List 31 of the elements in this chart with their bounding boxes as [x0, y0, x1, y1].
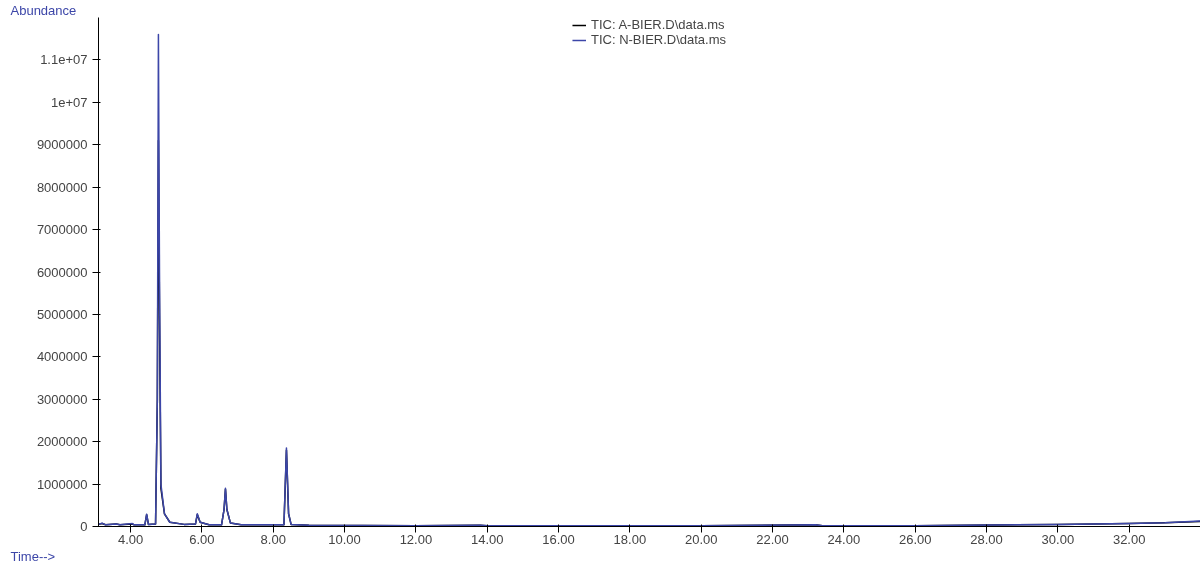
- y-tick-label: 9000000: [36, 137, 88, 153]
- x-tick-label: 22.00: [756, 531, 789, 547]
- y-tick-label: 5000000: [36, 306, 88, 322]
- x-tick-label: 12.00: [399, 531, 433, 547]
- y-tick-label: 8000000: [36, 179, 88, 195]
- legend-label: TIC: A-BIER.D\data.ms: [590, 17, 725, 32]
- y-tick-label: 1.1e+07: [40, 52, 88, 68]
- y-axis-title: Abundance: [10, 2, 77, 18]
- x-tick-label: 26.00: [898, 531, 932, 547]
- x-tick-label: 10.00: [328, 531, 361, 547]
- y-tick-label: 3000000: [36, 391, 88, 407]
- x-tick-label: 20.00: [684, 531, 718, 547]
- legend-label: TIC: N-BIER.D\data.ms: [590, 32, 727, 47]
- x-tick-label: 30.00: [1041, 531, 1075, 547]
- y-tick-label: 1000000: [36, 476, 88, 492]
- x-tick-label: 4.00: [117, 531, 144, 547]
- y-tick-label: 0: [80, 519, 88, 534]
- y-tick-label: 1e+07: [50, 94, 88, 110]
- x-tick-label: 16.00: [542, 531, 575, 547]
- x-tick-label: 14.00: [470, 531, 504, 547]
- x-tick-label: 6.00: [189, 531, 215, 547]
- y-tick-label: 2000000: [36, 434, 88, 450]
- x-tick-label: 18.00: [613, 531, 647, 547]
- x-tick-label: 32.00: [1112, 531, 1146, 547]
- y-tick-label: 7000000: [36, 222, 88, 238]
- y-tick-label: 4000000: [36, 349, 88, 365]
- y-tick-label: 6000000: [36, 264, 88, 280]
- x-axis-title: Time-->: [10, 548, 56, 563]
- x-tick-label: 28.00: [970, 531, 1003, 547]
- x-tick-label: 8.00: [260, 531, 286, 547]
- x-tick-label: 24.00: [827, 531, 861, 547]
